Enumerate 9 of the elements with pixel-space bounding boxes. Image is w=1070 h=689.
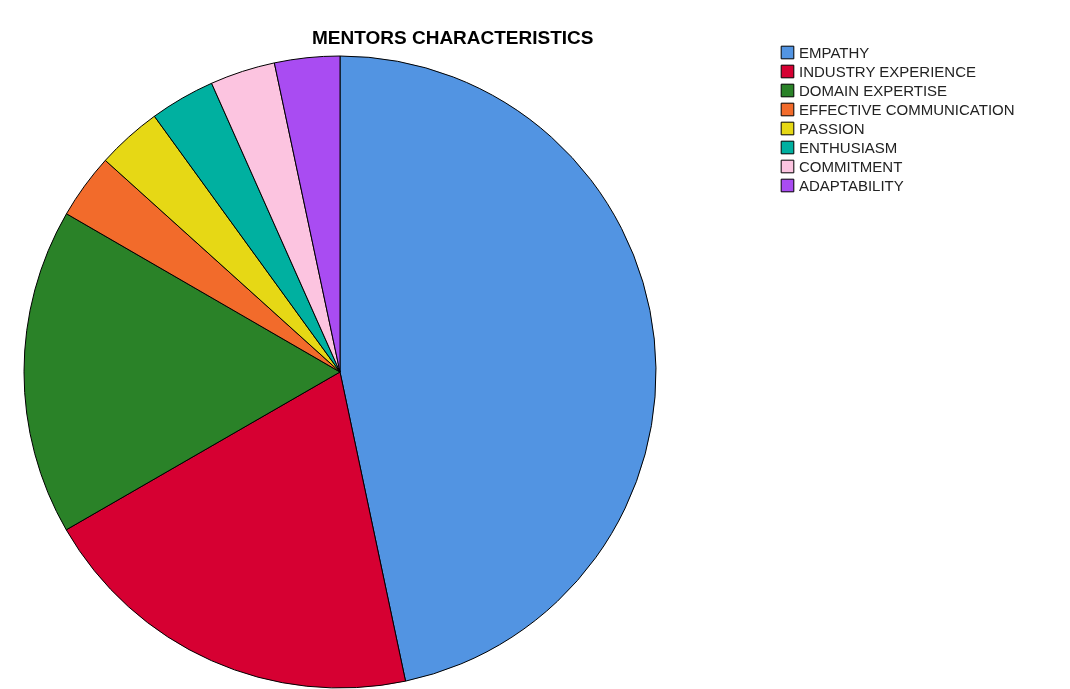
- legend-label: COMMITMENT: [799, 157, 903, 175]
- legend-label: PASSION: [799, 119, 865, 137]
- legend-label: ADAPTABILITY: [799, 176, 904, 194]
- legend-label: EFFECTIVE COMMUNICATION: [799, 100, 1015, 118]
- legend-label: DOMAIN EXPERTISE: [799, 81, 948, 99]
- legend-label: ENTHUSIASM: [799, 138, 898, 156]
- chart-title: MENTORS CHARACTERISTICS: [312, 27, 594, 48]
- legend-label: INDUSTRY EXPERIENCE: [799, 62, 976, 80]
- legend-label: EMPATHY: [799, 43, 870, 61]
